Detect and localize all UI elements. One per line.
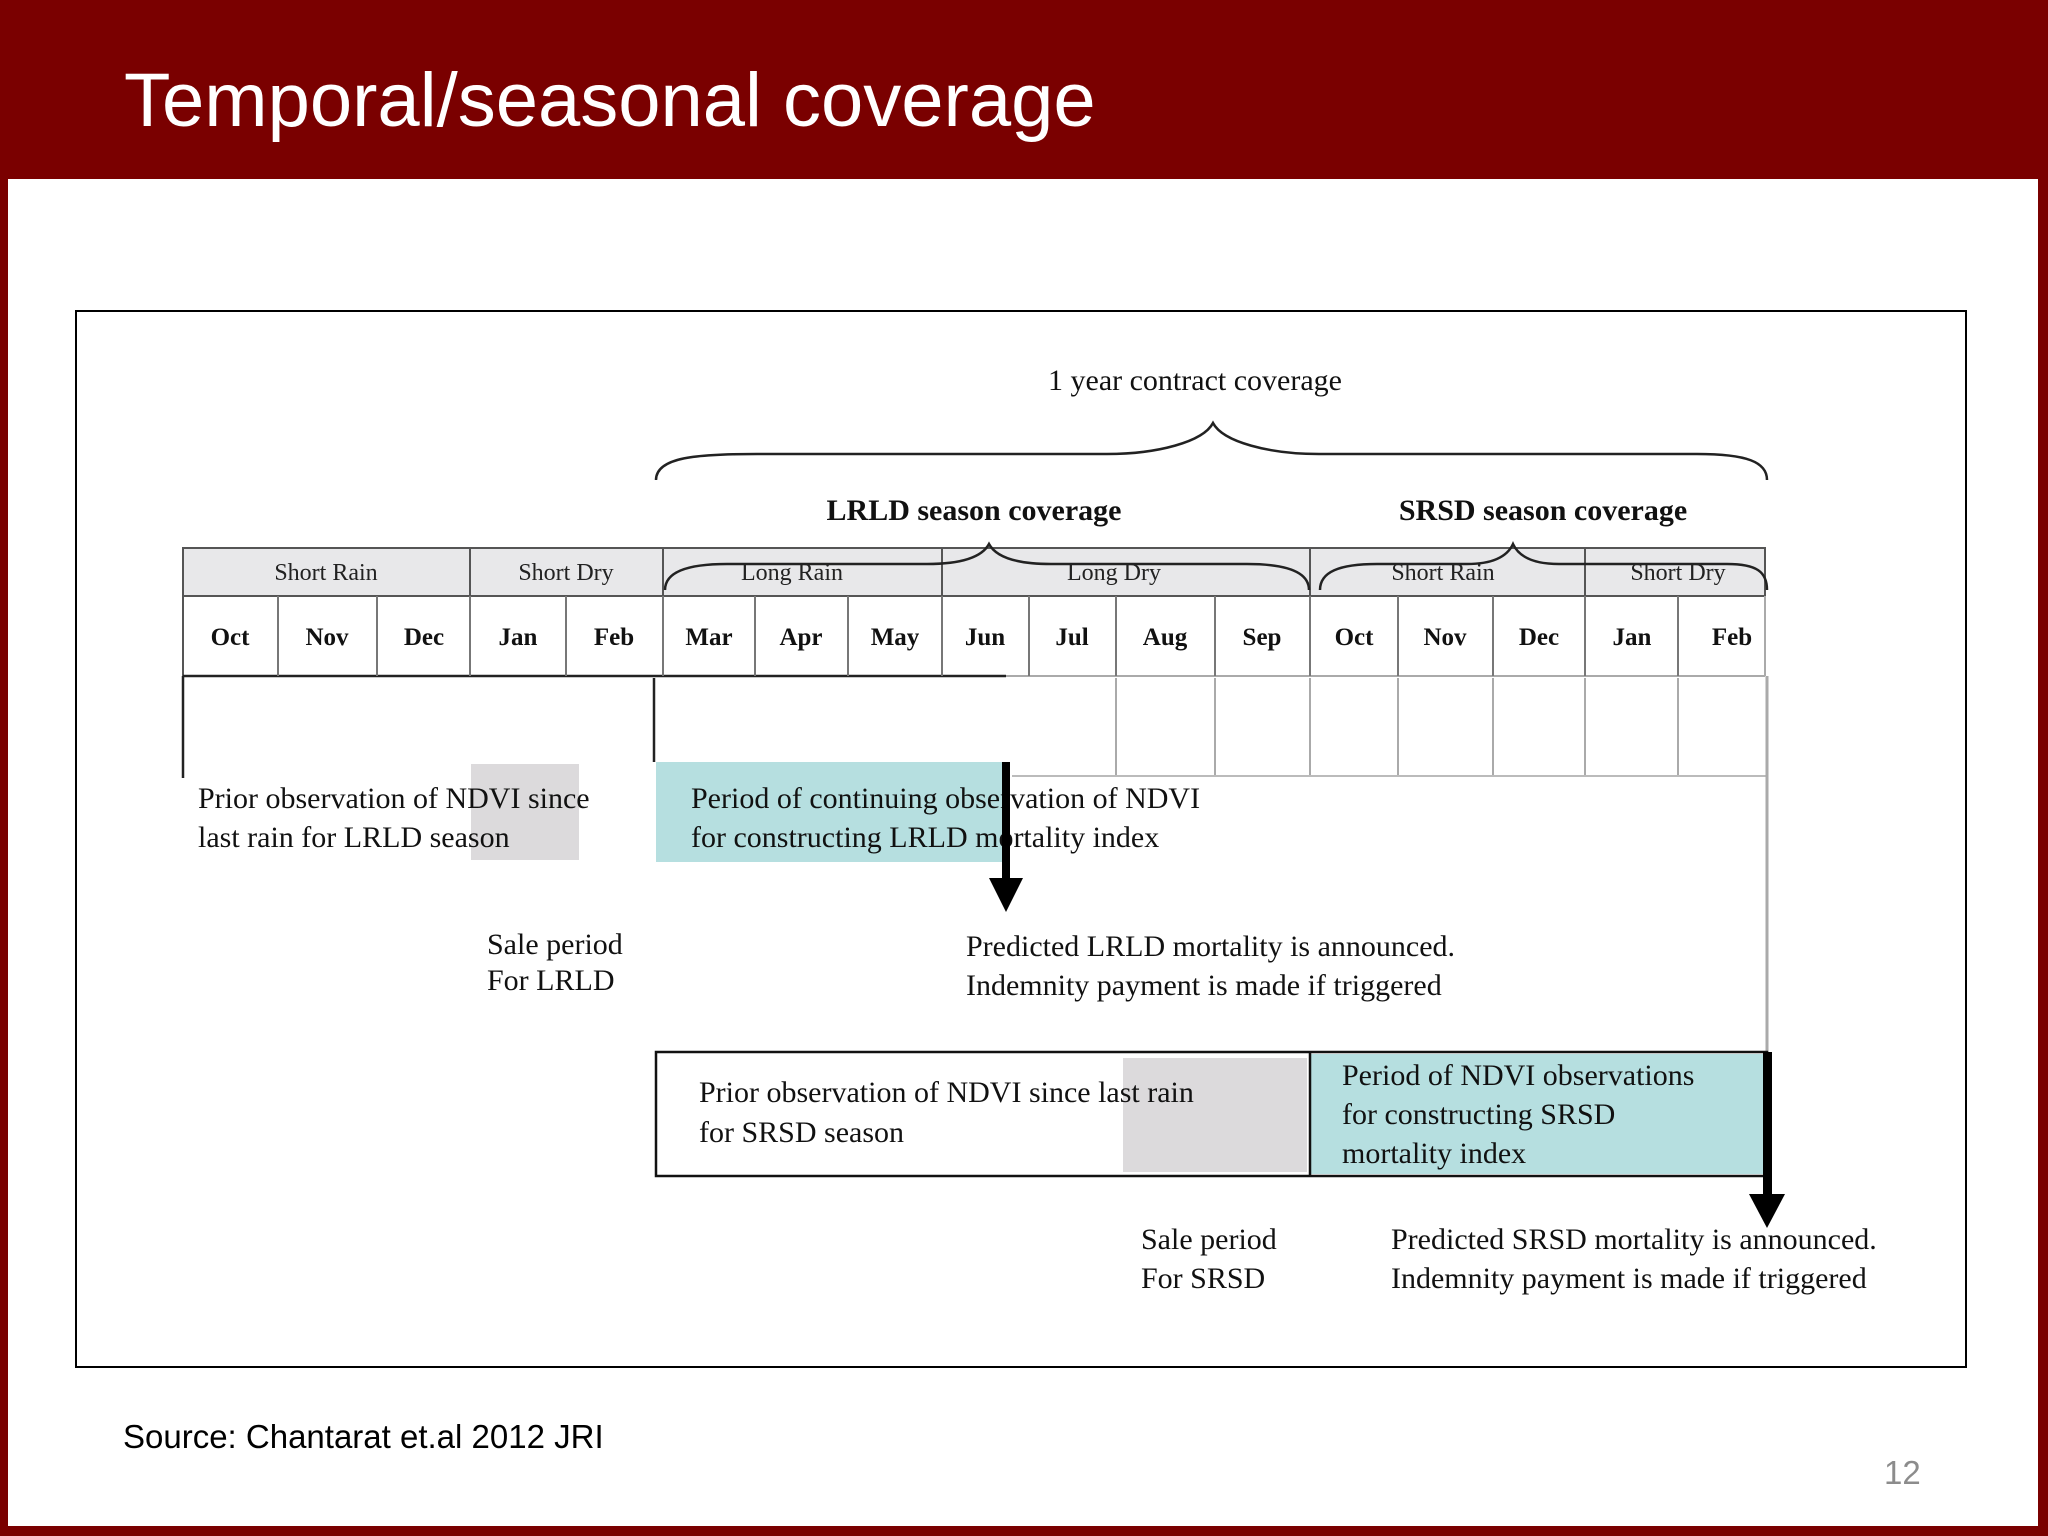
lrld-observation-period-shading: [656, 762, 1008, 862]
lrld-continuing-observation-line-1: Period of continuing observation of NDVI: [691, 782, 1200, 815]
slide-title: Temporal/seasonal coverage: [124, 58, 1096, 143]
lrld-prior-observation-line-1: Prior observation of NDVI since: [198, 782, 590, 815]
srsd-prior-observation-line-1: Prior observation of NDVI since last rai…: [699, 1076, 1194, 1109]
srsd-sale-period-shading: [1123, 1058, 1307, 1172]
lrld-coverage-label: LRLD season coverage: [827, 494, 1122, 527]
lrld-sale-period-line-2: For LRLD: [487, 964, 615, 997]
srsd-announcement-line-2: Indemnity payment is made if triggered: [1391, 1262, 1867, 1295]
month-feb-2: Feb: [1712, 624, 1752, 651]
srsd-observation-period-line-3: mortality index: [1342, 1137, 1526, 1170]
month-jul: Jul: [1055, 624, 1088, 651]
season-label-short-dry-1: Short Dry: [518, 560, 613, 586]
month-oct-1: Oct: [211, 624, 251, 651]
season-label-short-rain-1: Short Rain: [274, 560, 377, 586]
contract-coverage-label: 1 year contract coverage: [1048, 364, 1342, 397]
srsd-coverage-label: SRSD season coverage: [1399, 494, 1687, 527]
lrld-announcement-line-1: Predicted LRLD mortality is announced.: [966, 930, 1455, 963]
lrld-coverage-brace-curve: [663, 541, 1311, 591]
month-sep: Sep: [1243, 624, 1282, 651]
slide: Temporal/seasonal coverage Short Rain Sh…: [8, 8, 2038, 1526]
srsd-observation-period-line-1: Period of NDVI observations: [1342, 1059, 1694, 1092]
lrld-row-lines: [181, 676, 1769, 1054]
contract-coverage-brace: [654, 420, 1769, 481]
srsd-sale-period-line-2: For SRSD: [1141, 1262, 1265, 1295]
month-nov-2: Nov: [1423, 624, 1467, 651]
srsd-prior-observation-line-2: for SRSD season: [699, 1116, 904, 1149]
coverage-diagram: Short Rain Short Dry Long Rain Long Dry …: [75, 310, 1967, 1368]
lrld-sale-period-shading: [471, 764, 579, 860]
month-nov-1: Nov: [305, 624, 349, 651]
month-apr: Apr: [779, 624, 822, 651]
month-mar: Mar: [685, 624, 732, 651]
month-aug: Aug: [1143, 624, 1188, 651]
srsd-observation-period-line-2: for constructing SRSD: [1342, 1098, 1615, 1131]
season-header-row: [182, 547, 1766, 597]
month-dec-1: Dec: [404, 624, 444, 651]
month-row: [182, 596, 1766, 678]
month-jan-1: Jan: [499, 624, 538, 651]
month-dec-2: Dec: [1519, 624, 1559, 651]
lrld-prior-observation-line-2: last rain for LRLD season: [198, 821, 510, 854]
srsd-announcement-arrow: [1749, 1052, 1785, 1228]
lrld-continuing-observation-line-2: for constructing LRLD mortality index: [691, 821, 1159, 854]
month-may: May: [871, 624, 920, 651]
source-citation: Source: Chantarat et.al 2012 JRI: [123, 1418, 604, 1455]
srsd-observation-period-shading: [1311, 1054, 1766, 1174]
title-bar: Temporal/seasonal coverage: [8, 8, 2038, 179]
lrld-sale-period-line-1: Sale period: [487, 928, 623, 961]
srsd-coverage-brace: [1318, 541, 1769, 591]
lrld-announcement-arrow: [989, 762, 1023, 912]
month-feb-1: Feb: [594, 624, 634, 651]
srsd-sale-period-line-1: Sale period: [1141, 1223, 1277, 1256]
page-number: 12: [1884, 1454, 1921, 1491]
srsd-announcement-line-1: Predicted SRSD mortality is announced.: [1391, 1223, 1877, 1256]
month-oct-2: Oct: [1335, 624, 1375, 651]
month-jan-2: Jan: [1613, 624, 1652, 651]
lrld-announcement-line-2: Indemnity payment is made if triggered: [966, 969, 1442, 1002]
month-jun: Jun: [965, 624, 1005, 651]
